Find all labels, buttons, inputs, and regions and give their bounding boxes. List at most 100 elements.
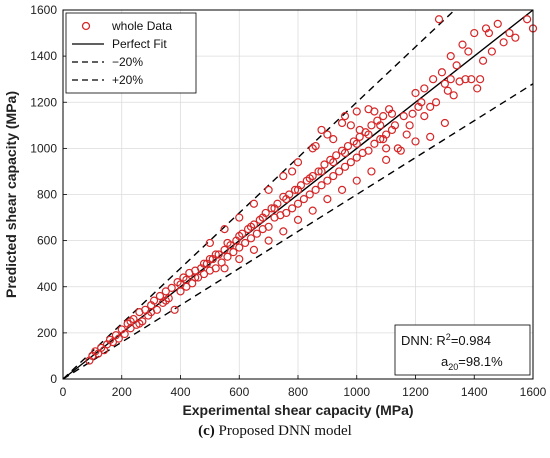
data-point	[505, 28, 514, 38]
data-point	[379, 135, 388, 144]
data-point	[399, 111, 408, 121]
data-point	[346, 158, 355, 167]
data-point	[437, 68, 447, 77]
data-point	[270, 204, 279, 213]
data-point	[288, 204, 297, 213]
data-point	[235, 231, 244, 241]
figure-caption: (c) Proposed DNN model	[0, 423, 550, 440]
a20-subscript: 20	[448, 362, 458, 372]
data-point	[478, 56, 488, 65]
data-point	[211, 250, 220, 259]
data-point	[464, 47, 473, 56]
data-point	[246, 222, 256, 231]
data-point	[220, 264, 229, 273]
data-point	[364, 146, 373, 155]
data-point	[267, 204, 276, 213]
data-point	[446, 75, 455, 84]
data-point	[282, 195, 291, 204]
x-tick-label: 1200	[402, 385, 429, 399]
data-point	[205, 254, 214, 264]
data-point	[214, 250, 223, 259]
data-point	[340, 162, 350, 171]
data-point	[235, 243, 244, 252]
data-point	[252, 229, 261, 238]
data-point	[346, 121, 355, 130]
data-point	[382, 144, 391, 153]
data-point	[293, 158, 303, 167]
y-tick-label: 1200	[30, 95, 57, 109]
data-point	[420, 111, 429, 121]
data-point	[320, 160, 329, 169]
data-point	[279, 171, 288, 181]
r2-label: R	[436, 333, 445, 348]
data-point	[390, 121, 400, 130]
a20-label: a	[441, 354, 449, 369]
r2-superscript: 2	[446, 332, 451, 342]
scatter-chart: 0 200 400 600 800 1000 1200 1400 1600 0 200 400 600 8…	[3, 3, 547, 418]
data-point	[299, 195, 308, 204]
data-point	[167, 283, 176, 293]
data-point	[434, 15, 444, 24]
tick-labels: 0 200 400 600 800 1000 1200 1400 1600 0 200 400 600 8…	[30, 3, 546, 399]
data-point	[135, 319, 144, 328]
caption-text: Proposed DNN model	[218, 423, 352, 439]
data-point	[293, 215, 303, 224]
y-tick-label: 400	[37, 280, 57, 294]
data-point	[473, 84, 482, 93]
data-point	[155, 291, 165, 301]
data-point	[511, 33, 520, 42]
data-point	[382, 155, 391, 165]
legend-label-plus20: +20%	[112, 73, 143, 87]
data-point	[220, 224, 229, 234]
x-tick-label: 1000	[343, 385, 370, 399]
data-point	[467, 75, 476, 84]
data-point	[120, 329, 129, 339]
data-point	[426, 102, 435, 111]
data-point	[191, 273, 200, 282]
data-point	[199, 259, 209, 268]
data-point	[264, 185, 273, 194]
data-point	[376, 135, 385, 144]
data-point	[461, 75, 470, 84]
data-point	[317, 181, 326, 190]
data-point	[335, 167, 344, 176]
legend: whole Data Perfect Fit −20% +20%	[65, 12, 197, 94]
data-point	[161, 296, 170, 305]
data-point	[484, 28, 494, 38]
x-tick-label: 200	[112, 385, 132, 399]
data-point	[352, 107, 361, 116]
data-point	[379, 111, 388, 121]
data-point	[364, 130, 373, 139]
data-point	[235, 254, 244, 264]
r-squared-text: DNN: R2=0.984	[401, 332, 491, 348]
data-point	[487, 47, 496, 56]
y-tick-label: 600	[37, 234, 57, 248]
data-point	[337, 185, 347, 194]
data-point	[282, 208, 291, 218]
legend-label-perfect-fit: Perfect Fit	[112, 37, 167, 51]
stats-annotation: DNN: R2=0.984 a20=98.1%	[394, 324, 531, 376]
y-tick-label: 0	[50, 372, 57, 386]
data-point	[317, 125, 326, 135]
data-point	[440, 79, 449, 88]
data-point	[429, 75, 438, 84]
data-point	[340, 111, 350, 121]
data-point	[176, 280, 185, 289]
x-tick-label: 1600	[520, 385, 547, 399]
data-point	[449, 91, 458, 100]
y-tick-label: 1000	[30, 141, 57, 155]
data-point	[405, 121, 414, 130]
x-tick-label: 600	[229, 385, 249, 399]
data-point	[211, 264, 220, 273]
stats-box	[394, 324, 531, 376]
data-point	[293, 199, 303, 208]
data-point	[323, 130, 332, 139]
data-point	[420, 84, 429, 93]
data-point	[147, 308, 156, 317]
data-point	[161, 287, 170, 296]
data-point	[337, 118, 347, 128]
x-tick-label: 800	[288, 385, 308, 399]
data-point	[258, 213, 267, 222]
data-point	[323, 195, 332, 204]
data-point	[288, 167, 297, 176]
